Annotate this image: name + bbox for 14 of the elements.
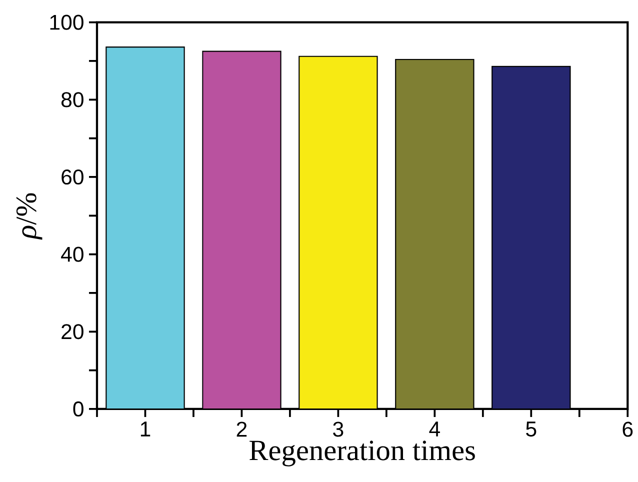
x-tick-label: 6 (622, 422, 633, 437)
y-tick-label: 100 (50, 14, 84, 30)
y-tick-label: 80 (61, 92, 84, 108)
y-tick-label: 60 (62, 169, 84, 185)
x-tick-label: 1 (140, 422, 150, 436)
x-axis-title: Regeneration times (250, 440, 475, 466)
x-tick-label: 2 (236, 422, 247, 437)
x-tick-label: 5 (526, 422, 536, 437)
y-tick-label: 40 (61, 246, 84, 262)
y-axis-title: ρ/% (16, 193, 42, 240)
x-tick-label: 4 (429, 422, 440, 436)
y-tick-label: 0 (73, 401, 84, 417)
y-tick-label: 20 (62, 324, 84, 340)
x-tick-label: 3 (333, 422, 344, 437)
